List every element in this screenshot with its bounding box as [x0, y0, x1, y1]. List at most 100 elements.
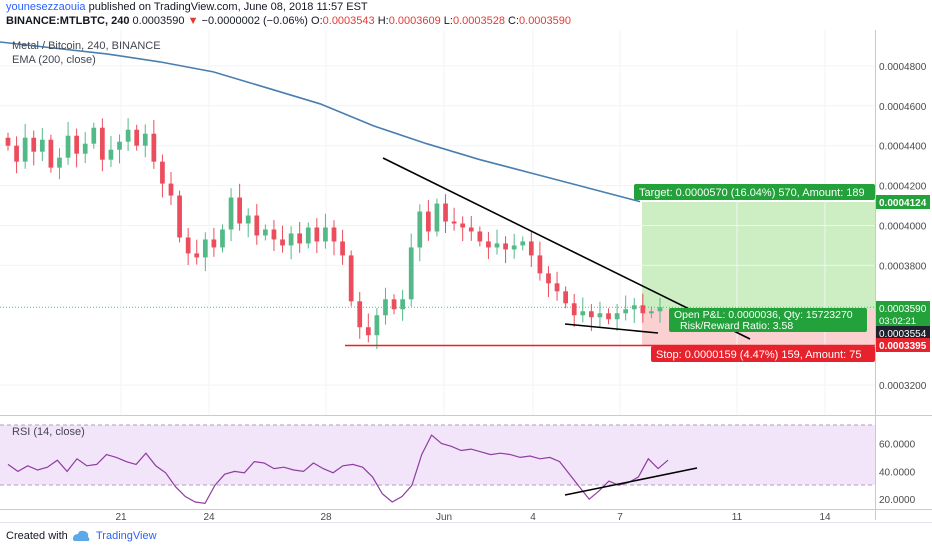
candle-body: [434, 203, 440, 232]
candle-body: [340, 241, 345, 256]
countdown-badge: 03:02:21: [879, 316, 916, 327]
publish-line: younesezzaouia published on TradingView.…: [6, 1, 368, 13]
candle-body: [31, 137, 37, 152]
ema-legend: EMA (200, close): [12, 54, 96, 66]
entry-price-badge: 0.0003554: [879, 329, 927, 340]
candle-body: [365, 327, 371, 336]
candle-body: [563, 291, 568, 304]
candle-body: [245, 215, 251, 224]
time-tick-label: 7: [617, 512, 623, 520]
candle-body: [357, 301, 363, 328]
ohlc-line: BINANCE:MTLBTC, 240 0.0003590 ▼ −0.00000…: [6, 15, 571, 27]
time-tick-label: 14: [819, 512, 831, 520]
candle-body: [623, 309, 629, 314]
stop-label-bg: [651, 346, 875, 362]
last-price-badge-bg: [876, 301, 930, 315]
risk-reward-label: Risk/Reward Ratio: 3.58: [680, 320, 793, 332]
symbol-label[interactable]: BINANCE:MTLBTC, 240: [6, 15, 130, 27]
candle-body: [383, 299, 388, 316]
candle-body: [305, 227, 311, 244]
stop-label: Stop: 0.0000159 (4.47%) 159, Amount: 75: [656, 349, 861, 361]
created-with-text: Created with: [6, 530, 68, 542]
open-value: 0.0003543: [322, 15, 375, 27]
candle-body: [160, 161, 165, 184]
candle-body: [177, 195, 182, 238]
candle-body: [451, 221, 457, 224]
author-link[interactable]: younesezzaouia: [6, 1, 86, 13]
ema-line[interactable]: [0, 41, 641, 203]
candle-body: [511, 245, 517, 250]
rsi-tick-label: 40.0000: [879, 467, 916, 478]
candle-body: [460, 223, 466, 228]
chart-frame[interactable]: Target: 0.0000570 (16.04%) 570, Amount: …: [0, 30, 932, 523]
target-label: Target: 0.0000570 (16.04%) 570, Amount: …: [639, 187, 865, 199]
price-tick-label: 0.0004600: [879, 102, 927, 113]
stop-price-badge: 0.0003395: [879, 341, 927, 352]
candle-body: [194, 253, 200, 258]
candle-body: [486, 241, 491, 248]
target-label-bg: [634, 184, 875, 200]
candle-body: [117, 141, 122, 150]
candle-body: [271, 229, 277, 240]
price-tick-label: 0.0004800: [879, 62, 927, 73]
candle-body: [606, 313, 611, 320]
rsi-legend: RSI (14, close): [12, 426, 85, 438]
candle-body: [571, 303, 577, 316]
chart-header: younesezzaouia published on TradingView.…: [0, 0, 932, 30]
candle-body: [91, 127, 97, 144]
candle-body: [228, 197, 234, 230]
stop-price-badge-bg: [876, 338, 930, 352]
tradingview-logo-icon[interactable]: [71, 529, 91, 543]
candle-body: [323, 227, 328, 242]
candle-body: [537, 255, 543, 274]
price-tick-label: 0.0004000: [879, 221, 927, 232]
candle-body: [202, 239, 208, 258]
candle-body: [48, 139, 54, 168]
candle-body: [254, 215, 260, 236]
low-label: L:: [443, 15, 453, 27]
low-value: 0.0003528: [452, 15, 505, 27]
candle-body: [400, 299, 405, 310]
candle-body: [614, 313, 620, 320]
candle-body: [408, 247, 414, 300]
high-label: H:: [377, 15, 389, 27]
candle-body: [5, 137, 11, 146]
time-tick-label: 11: [732, 512, 743, 520]
target-price-badge: 0.0004124: [879, 198, 927, 209]
target-zone[interactable]: [642, 202, 875, 309]
rsi-trendline[interactable]: [564, 467, 698, 496]
candle-body: [65, 135, 71, 158]
time-tick-label: 28: [320, 512, 332, 520]
candle-body: [657, 307, 663, 312]
price-tick-label: 0.0004400: [879, 142, 927, 153]
published-text: published on TradingView.com, June 08, 2…: [88, 1, 368, 13]
candle-body: [443, 203, 448, 222]
candle-body: [331, 227, 337, 242]
candle-body: [597, 313, 603, 318]
high-value: 0.0003609: [388, 15, 441, 27]
candle-body: [640, 305, 646, 314]
last-price: 0.0003590: [132, 15, 185, 27]
candle-body: [108, 149, 114, 160]
candle-body: [57, 157, 62, 168]
candle-body: [649, 311, 654, 314]
candle-body: [546, 273, 551, 284]
rsi-line[interactable]: [7, 434, 669, 505]
tradingview-brand-link[interactable]: TradingView: [96, 530, 157, 542]
candle-body: [168, 183, 174, 196]
candle-body: [220, 229, 225, 248]
price-tick-label: 0.0003800: [879, 261, 927, 272]
candle-body: [151, 133, 157, 162]
candle-body: [211, 239, 217, 248]
candle-body: [82, 143, 88, 154]
last-price-badge: 0.0003590: [879, 304, 927, 315]
pnl-label-bg: [669, 308, 867, 332]
countdown-badge-bg: [876, 314, 930, 327]
trendline-lower[interactable]: [564, 323, 659, 334]
candle-body: [374, 315, 380, 336]
footer: Created with TradingView: [0, 522, 932, 550]
candle-body: [74, 135, 79, 154]
chart-legend-title: Metal / Bitcoin, 240, BINANCE: [12, 40, 161, 52]
chart-svg[interactable]: Target: 0.0000570 (16.04%) 570, Amount: …: [0, 30, 932, 523]
candle-body: [494, 243, 500, 248]
